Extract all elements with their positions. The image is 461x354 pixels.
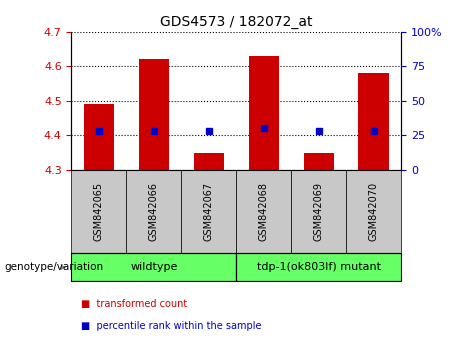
- Bar: [71, 170, 126, 253]
- Bar: [126, 170, 181, 253]
- Bar: [359, 73, 389, 170]
- Text: GSM842070: GSM842070: [369, 182, 378, 241]
- Bar: [346, 170, 401, 253]
- Text: GSM842068: GSM842068: [259, 182, 269, 241]
- Bar: [303, 153, 334, 170]
- Text: GSM842066: GSM842066: [149, 182, 159, 241]
- Bar: [139, 59, 169, 170]
- Text: genotype/variation: genotype/variation: [5, 262, 104, 272]
- Text: ■  percentile rank within the sample: ■ percentile rank within the sample: [81, 321, 261, 331]
- Text: GSM842069: GSM842069: [313, 182, 324, 241]
- Bar: [236, 253, 401, 281]
- Text: tdp-1(ok803lf) mutant: tdp-1(ok803lf) mutant: [257, 262, 381, 272]
- Text: GSM842067: GSM842067: [204, 182, 214, 241]
- Bar: [194, 153, 224, 170]
- Text: wildtype: wildtype: [130, 262, 177, 272]
- Bar: [181, 170, 236, 253]
- Bar: [236, 170, 291, 253]
- Title: GDS4573 / 182072_at: GDS4573 / 182072_at: [160, 16, 313, 29]
- Text: GSM842065: GSM842065: [94, 182, 104, 241]
- Text: ■  transformed count: ■ transformed count: [81, 299, 187, 309]
- Bar: [291, 170, 346, 253]
- Bar: [71, 253, 236, 281]
- Bar: [248, 56, 279, 170]
- Bar: [84, 104, 114, 170]
